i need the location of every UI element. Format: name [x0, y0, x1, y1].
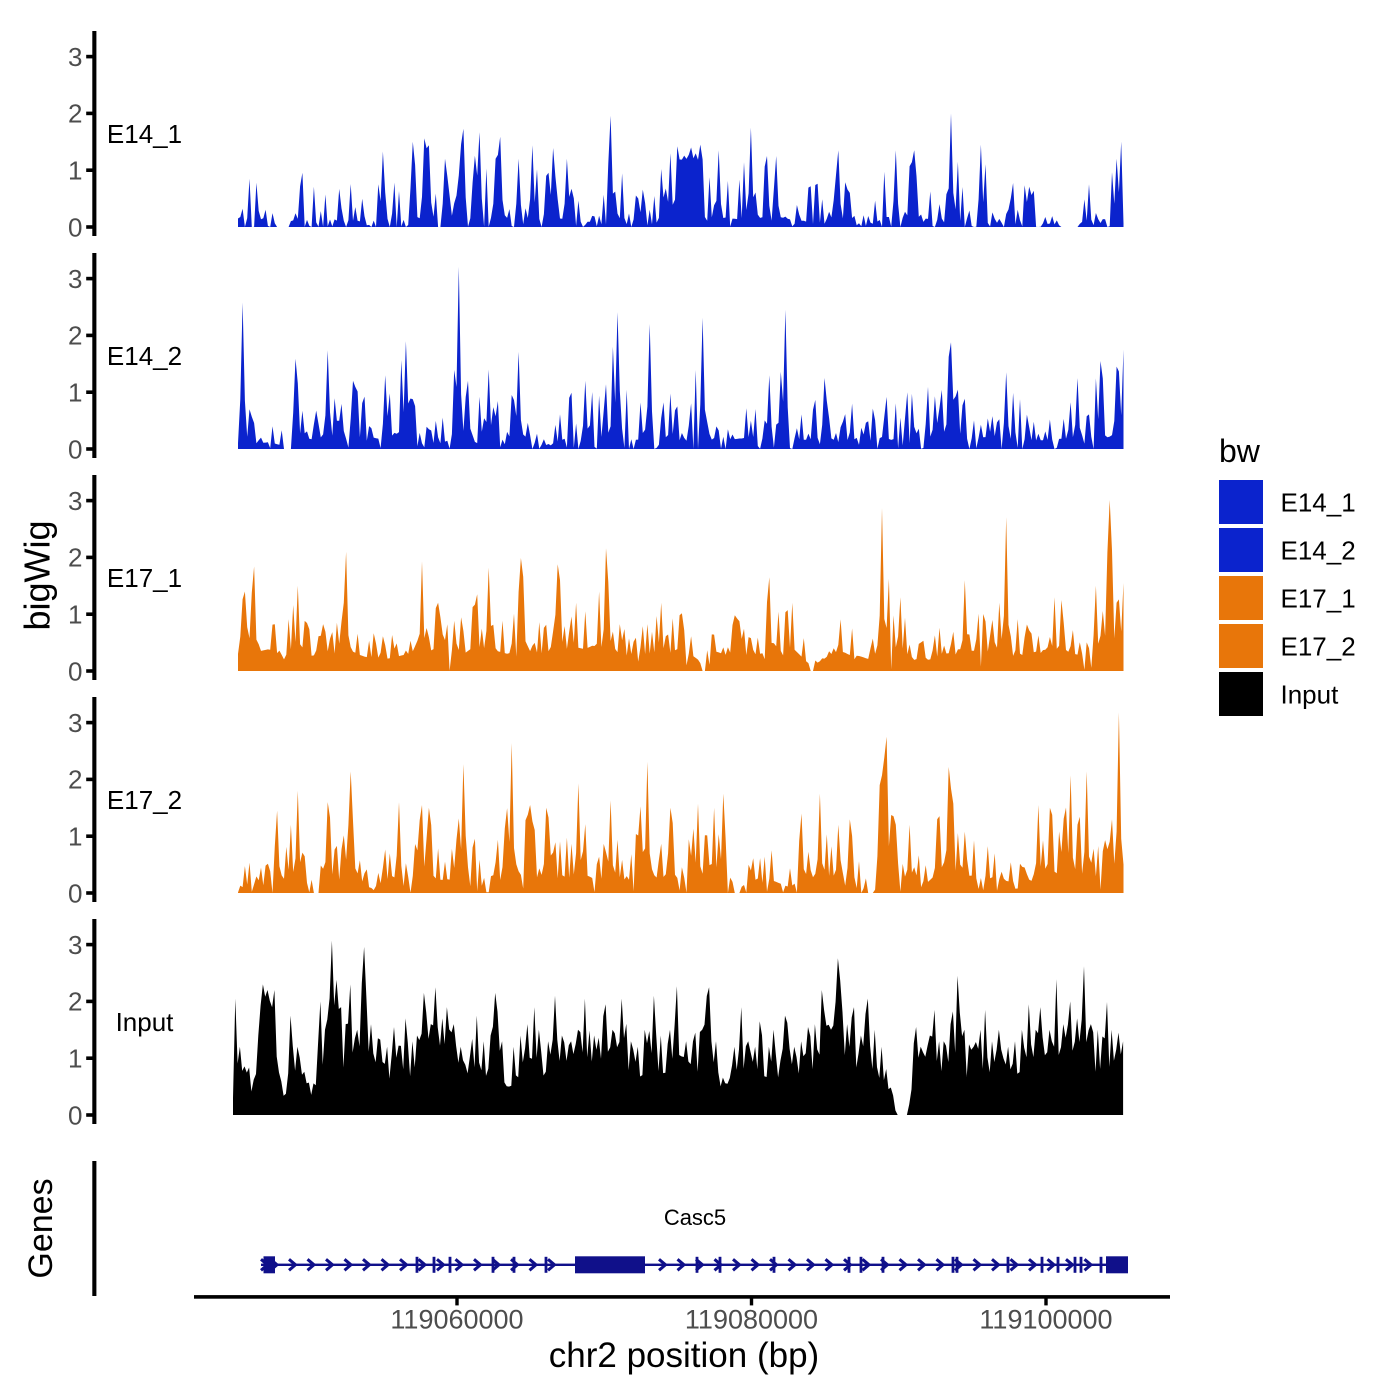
svg-text:1: 1 [68, 1044, 82, 1074]
svg-text:E17_1: E17_1 [107, 563, 182, 593]
svg-text:E17_2: E17_2 [107, 785, 182, 815]
svg-text:0: 0 [68, 878, 82, 908]
svg-text:119100000: 119100000 [979, 1305, 1112, 1335]
svg-text:2: 2 [68, 543, 82, 573]
svg-text:0: 0 [68, 434, 82, 464]
svg-text:3: 3 [68, 930, 82, 960]
svg-text:3: 3 [68, 708, 82, 738]
svg-text:bigWig: bigWig [17, 520, 58, 630]
svg-text:3: 3 [68, 486, 82, 516]
svg-text:E17_2: E17_2 [1281, 632, 1356, 662]
svg-text:bw: bw [1219, 433, 1261, 469]
svg-text:E14_2: E14_2 [1281, 536, 1356, 566]
svg-text:E14_1: E14_1 [107, 119, 182, 149]
svg-text:0: 0 [68, 212, 82, 242]
svg-text:1: 1 [68, 378, 82, 408]
svg-text:E14_2: E14_2 [107, 341, 182, 371]
svg-text:3: 3 [68, 264, 82, 294]
svg-text:1: 1 [68, 600, 82, 630]
svg-text:0: 0 [68, 656, 82, 686]
svg-text:chr2 position (bp): chr2 position (bp) [549, 1336, 819, 1375]
svg-text:1: 1 [68, 156, 82, 186]
svg-text:3: 3 [68, 42, 82, 72]
svg-text:Input: Input [116, 1007, 175, 1037]
svg-text:2: 2 [68, 987, 82, 1017]
svg-text:Input: Input [1281, 680, 1340, 710]
svg-text:E17_1: E17_1 [1281, 584, 1356, 614]
svg-text:119080000: 119080000 [685, 1305, 818, 1335]
svg-text:2: 2 [68, 99, 82, 129]
svg-text:Genes: Genes [22, 1178, 60, 1278]
svg-text:1: 1 [68, 822, 82, 852]
svg-text:119060000: 119060000 [390, 1305, 523, 1335]
svg-text:Casc5: Casc5 [664, 1205, 726, 1230]
svg-text:2: 2 [68, 765, 82, 795]
svg-text:E14_1: E14_1 [1281, 488, 1356, 518]
svg-text:0: 0 [68, 1100, 82, 1130]
svg-text:2: 2 [68, 321, 82, 351]
